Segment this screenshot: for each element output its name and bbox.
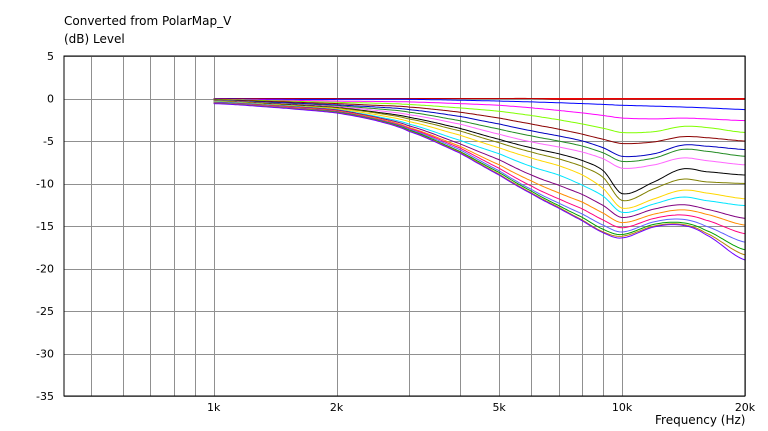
y-tick-label: -10 xyxy=(36,178,54,191)
y-tick-label: -15 xyxy=(36,220,54,233)
series-line xyxy=(213,101,746,219)
series-line xyxy=(213,98,746,134)
series-line xyxy=(213,99,746,158)
plot-frame xyxy=(63,55,746,397)
x-tick-label: 2k xyxy=(330,401,344,414)
chart-title: Converted from PolarMap_V xyxy=(64,14,232,28)
x-tick-label: 1k xyxy=(207,401,221,414)
series-line xyxy=(213,97,745,100)
y-tick-label: -30 xyxy=(36,348,54,361)
x-axis-label: Frequency (Hz) xyxy=(655,413,746,427)
series-lines xyxy=(213,97,746,261)
y-tick-label: 0 xyxy=(47,93,54,106)
series-line xyxy=(213,99,746,145)
series-line xyxy=(213,98,746,111)
y-tick-label: 5 xyxy=(47,50,54,63)
series-line xyxy=(213,98,746,122)
x-tick-label: 5k xyxy=(492,401,506,414)
y-tick-label: -25 xyxy=(36,305,54,318)
x-tick-labels: 1k 2k 5k 10k 20k xyxy=(207,401,756,414)
y-axis-label: (dB) Level xyxy=(64,32,125,46)
y-tick-label: -35 xyxy=(36,390,54,403)
y-tick-label: -5 xyxy=(43,135,54,148)
y-tick-label: -20 xyxy=(36,263,54,276)
y-tick-labels: 5 0 -5 -10 -15 -20 -25 -30 -35 xyxy=(36,50,54,403)
series-line xyxy=(213,100,746,202)
series-line xyxy=(213,103,746,261)
x-tick-label: 20k xyxy=(735,401,756,414)
major-gridlines xyxy=(64,56,746,397)
x-tick-label: 10k xyxy=(612,401,633,414)
